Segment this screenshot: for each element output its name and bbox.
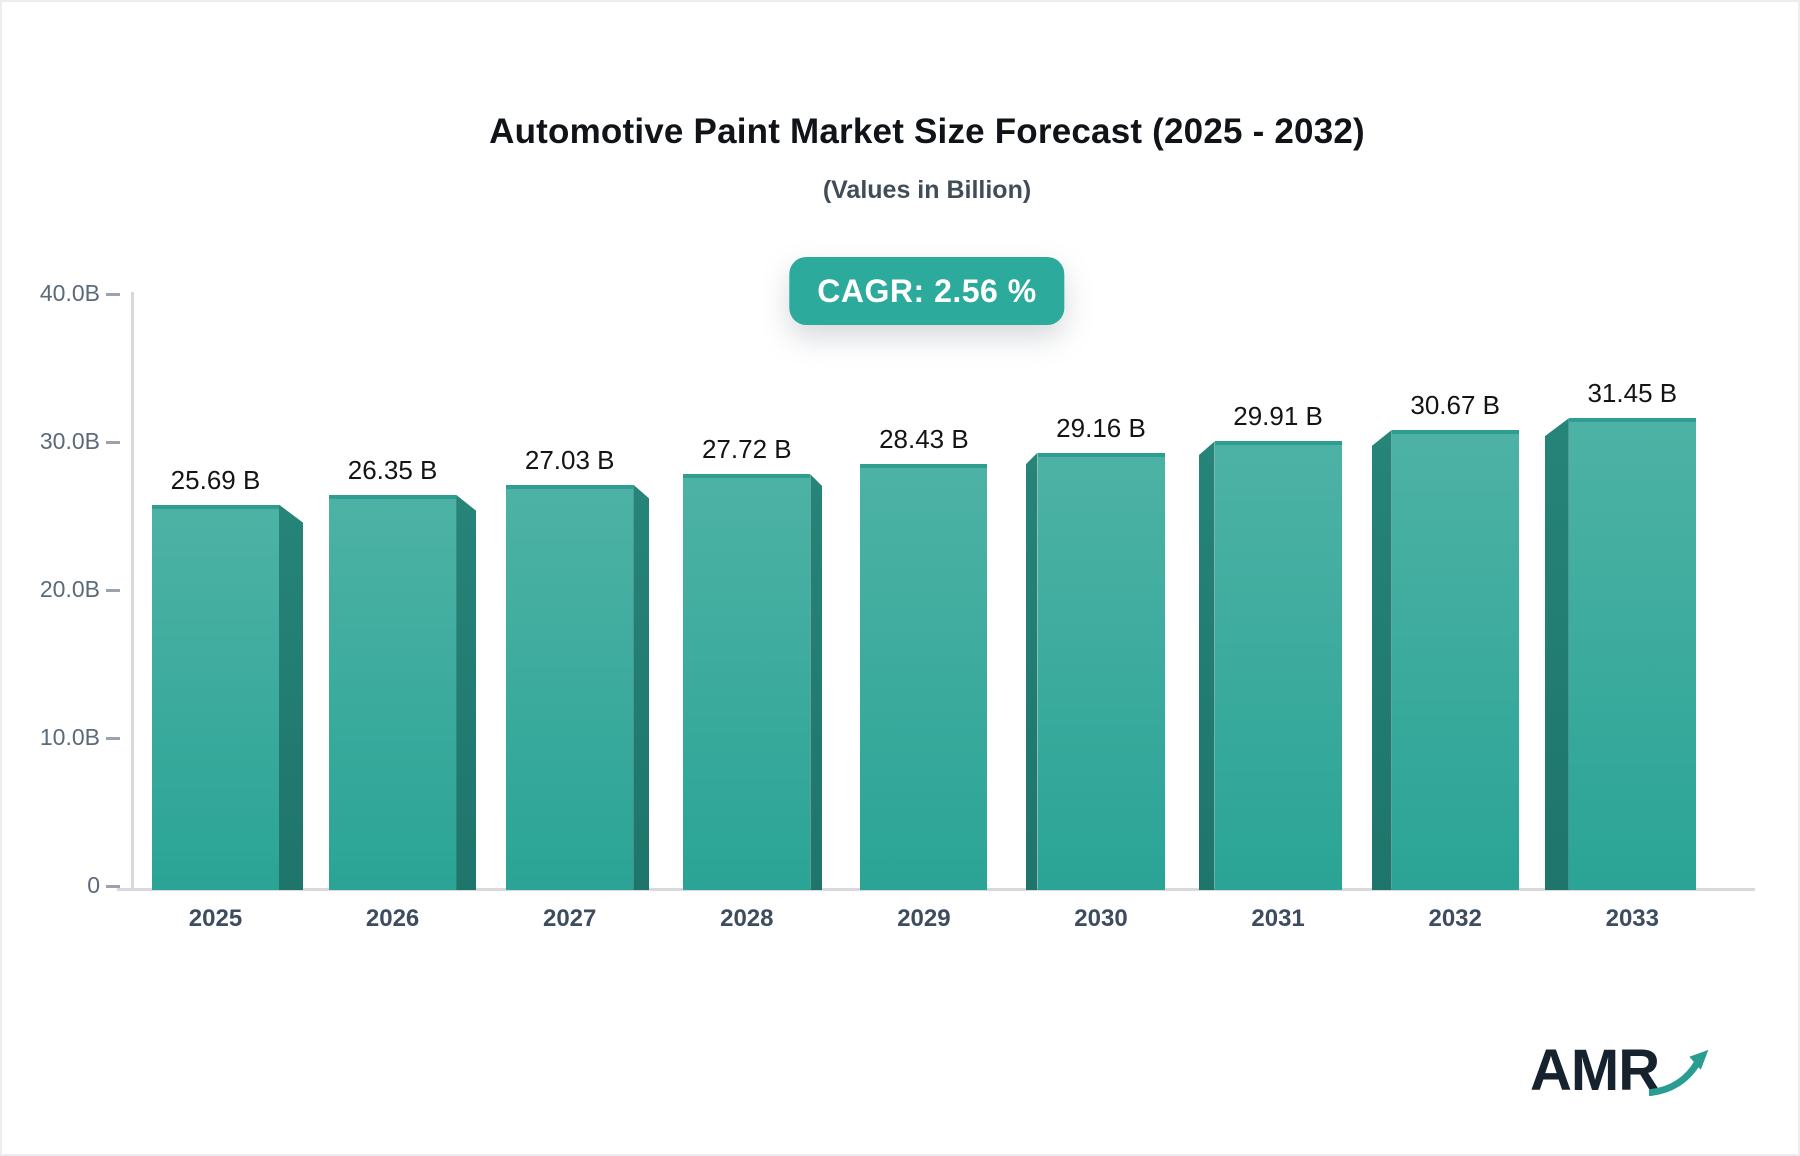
cagr-badge: CAGR: 2.56 %	[789, 257, 1065, 325]
bar-side-face	[456, 494, 477, 890]
y-tick-label: 10.0B	[39, 724, 100, 750]
bar-side-face	[279, 504, 303, 890]
y-tick-label: 40.0B	[39, 280, 100, 306]
bar-side-face	[1198, 441, 1215, 890]
chart-title: Automotive Paint Market Size Forecast (2…	[489, 112, 1365, 151]
amr-logo-text: AMR	[1530, 1038, 1660, 1103]
y-tick-label: 30.0B	[39, 428, 100, 454]
x-tick-label-2033: 2033	[1605, 905, 1659, 932]
bar-side-face	[1025, 452, 1038, 890]
growth-arrow-icon	[1649, 1049, 1709, 1096]
bar-value-label: 27.72 B	[701, 434, 792, 465]
y-tick-mark	[106, 293, 120, 296]
y-tick-mark	[106, 589, 120, 592]
bar-2027[interactable]	[506, 484, 634, 890]
bar-side-face	[1371, 429, 1392, 890]
y-tick-label: 0	[87, 872, 100, 898]
bar-2030[interactable]	[1037, 452, 1165, 890]
bar-value-label: 30.67 B	[1410, 389, 1500, 420]
bar-value-label: 27.03 B	[524, 444, 615, 475]
y-tick-mark	[106, 885, 120, 888]
x-tick-label-2027: 2027	[542, 905, 597, 932]
y-axis-line	[131, 292, 134, 890]
y-tick-label: 20.0B	[39, 576, 100, 602]
bar-side-face	[810, 474, 823, 890]
bar-side-face	[633, 484, 650, 890]
bar-value-label: 25.69 B	[170, 464, 261, 495]
bar-value-label: 29.16 B	[1056, 412, 1146, 443]
bar-value-label: 29.91 B	[1233, 401, 1323, 432]
x-tick-label-2029: 2029	[897, 905, 951, 932]
bar-2025[interactable]	[152, 504, 279, 890]
x-tick-label-2025: 2025	[188, 905, 243, 932]
bar-2029[interactable]	[860, 463, 988, 890]
amr-logo: AMR	[1530, 1036, 1710, 1106]
bar-value-label: 31.45 B	[1587, 378, 1678, 409]
x-tick-label-2030: 2030	[1074, 905, 1128, 932]
x-tick-label-2026: 2026	[365, 905, 420, 932]
y-tick-mark	[106, 441, 120, 444]
bar-2028[interactable]	[683, 474, 811, 890]
x-tick-label-2028: 2028	[720, 905, 774, 932]
bar-2032[interactable]	[1391, 429, 1519, 890]
bar-value-label: 26.35 B	[347, 454, 438, 485]
bar-2033[interactable]	[1568, 418, 1696, 890]
bar-2026[interactable]	[329, 494, 457, 890]
chart-subtitle: (Values in Billion)	[822, 176, 1032, 204]
bar-side-face	[1544, 418, 1569, 890]
x-tick-label-2031: 2031	[1251, 905, 1305, 932]
x-tick-label-2032: 2032	[1428, 905, 1482, 932]
cagr-badge-label: CAGR: 2.56 %	[817, 272, 1037, 309]
bar-value-label: 28.43 B	[879, 423, 969, 454]
y-tick-mark	[106, 737, 120, 740]
bar-2031[interactable]	[1214, 441, 1342, 890]
